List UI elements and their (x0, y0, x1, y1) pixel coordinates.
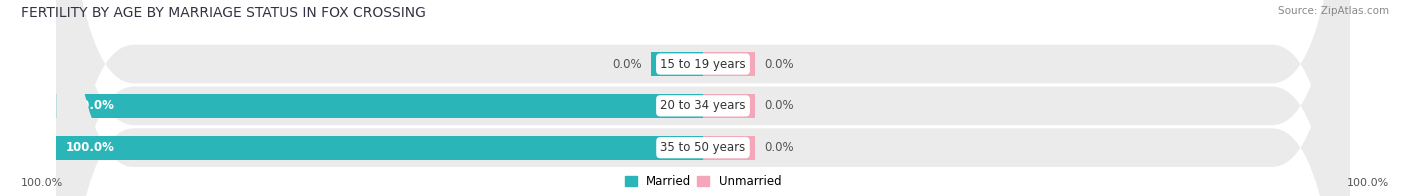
Text: 100.0%: 100.0% (66, 141, 115, 154)
Bar (703, 136, 755, 160)
Text: 0.0%: 0.0% (765, 141, 794, 154)
Text: 35 to 50 years: 35 to 50 years (661, 141, 745, 154)
Bar (56, 136, 703, 160)
Bar (703, 94, 755, 118)
Text: 20 to 34 years: 20 to 34 years (661, 99, 745, 112)
Text: 0.0%: 0.0% (612, 58, 641, 71)
FancyBboxPatch shape (56, 0, 1350, 196)
Text: 100.0%: 100.0% (66, 99, 115, 112)
Legend: Married, Unmarried: Married, Unmarried (624, 175, 782, 188)
FancyBboxPatch shape (56, 0, 1350, 196)
Bar (703, 52, 755, 76)
Text: 15 to 19 years: 15 to 19 years (661, 58, 745, 71)
Text: 0.0%: 0.0% (765, 58, 794, 71)
Text: FERTILITY BY AGE BY MARRIAGE STATUS IN FOX CROSSING: FERTILITY BY AGE BY MARRIAGE STATUS IN F… (21, 6, 426, 20)
Bar (56, 94, 703, 118)
FancyBboxPatch shape (56, 0, 1350, 196)
Text: 100.0%: 100.0% (21, 178, 63, 188)
Text: 0.0%: 0.0% (765, 99, 794, 112)
Text: Source: ZipAtlas.com: Source: ZipAtlas.com (1278, 6, 1389, 16)
Text: 100.0%: 100.0% (1347, 178, 1389, 188)
Bar (651, 52, 703, 76)
